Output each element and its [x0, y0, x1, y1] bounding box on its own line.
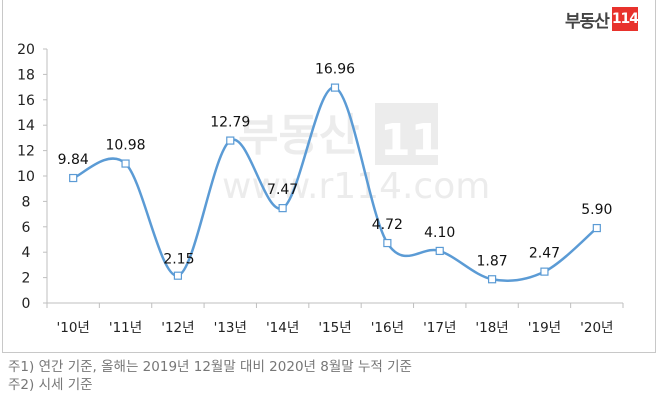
data-point-marker [226, 136, 235, 145]
x-tick-label: '14년 [266, 320, 299, 336]
watermark-url: www.r114.com [222, 166, 490, 207]
y-tick-label: 6 [22, 220, 31, 236]
y-tick-label: 14 [17, 118, 35, 134]
series-markers [69, 83, 601, 284]
x-tick-label: '17년 [423, 320, 456, 336]
data-label: 4.10 [424, 225, 455, 241]
data-label: 2.15 [163, 252, 194, 268]
y-tick-label: 16 [17, 93, 35, 109]
logo-box: 114 [612, 7, 639, 31]
footnote-1: 주1) 연간 기준, 올해는 2019년 12월말 대비 2020년 8월말 누… [8, 359, 412, 375]
x-tick-label: '11년 [109, 320, 142, 336]
data-label: 16.96 [315, 62, 355, 78]
data-point-marker [278, 204, 287, 213]
data-point-marker [487, 275, 497, 284]
x-tick-label: '15년 [318, 320, 351, 336]
data-label: 4.72 [372, 217, 403, 233]
data-label: 9.84 [58, 152, 89, 168]
data-point-marker [383, 238, 392, 248]
y-tick-label: 4 [22, 245, 31, 261]
data-point-marker [173, 271, 183, 280]
data-label: 7.47 [267, 182, 298, 198]
data-labels: 9.84 10.98 2.15 12.79 7.47 16.96 4.72 4.10 1.87 2… [58, 62, 613, 270]
watermark-box-text: 114 [380, 115, 472, 166]
data-label: 10.98 [105, 138, 145, 154]
watermark-box [375, 103, 438, 165]
chart-frame [2, 0, 656, 353]
watermark-brand: 부동산 [238, 110, 359, 161]
x-tick-label: '18년 [475, 320, 508, 336]
data-label: 2.47 [529, 246, 560, 262]
data-label: 1.87 [477, 253, 508, 269]
x-tick-label: '12년 [161, 320, 194, 336]
y-tick-label: 0 [22, 296, 31, 312]
data-point-marker [592, 223, 601, 233]
data-label: 12.79 [210, 115, 250, 131]
footnote-2: 주2) 시세 기준 [8, 377, 93, 393]
x-tick-label: '20년 [580, 320, 613, 336]
data-point-marker [121, 159, 130, 168]
y-tick-label: 10 [17, 169, 35, 185]
y-tick-label: 12 [17, 144, 35, 160]
x-tick-label: '19년 [528, 320, 561, 336]
y-tick-label: 18 [17, 67, 35, 83]
y-tick-label: 20 [17, 42, 35, 58]
brand-logo: 부동산 114 [565, 5, 639, 33]
y-tick-label: 8 [22, 194, 31, 210]
x-tick-label: '16년 [371, 320, 404, 336]
y-tick-label: 2 [22, 271, 31, 287]
data-point-marker [69, 173, 78, 183]
logo-text: 부동산 [565, 11, 610, 32]
data-point-marker [435, 246, 444, 256]
x-tick-label: '13년 [214, 320, 247, 336]
data-point-marker [540, 267, 549, 276]
x-tick-label: '10년 [57, 320, 90, 336]
footnotes: 주1) 연간 기준, 올해는 2019년 12월말 대비 2020년 8월말 누… [8, 358, 412, 394]
data-label: 5.90 [581, 202, 612, 218]
data-point-marker [330, 83, 340, 92]
chart-axes: 0 2 4 6 8 10 12 14 16 18 20 '10년 '11년 '12년 '13년 '14년 '15… [17, 42, 624, 336]
